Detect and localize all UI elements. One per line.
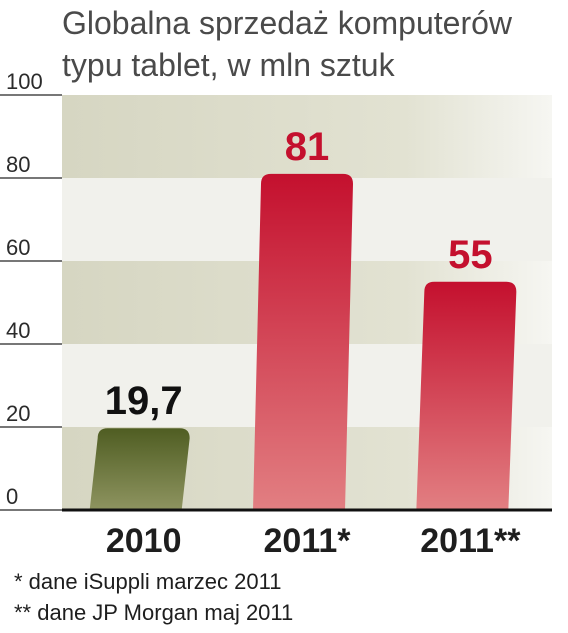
category-label-2: 2011** — [420, 522, 521, 560]
y-tick-label: 100 — [6, 69, 43, 94]
value-label-2: 55 — [448, 233, 493, 277]
grid-band — [62, 95, 552, 178]
y-tick-label: 0 — [6, 484, 18, 509]
category-labels: 2010 2011* 2011** — [106, 522, 521, 560]
value-label-0: 19,7 — [105, 379, 183, 423]
y-tick-label: 40 — [6, 318, 30, 343]
y-tick-label: 80 — [6, 152, 30, 177]
category-label-1: 2011* — [264, 522, 352, 560]
footnote-2: ** dane JP Morgan maj 2011 — [14, 600, 293, 625]
footnote-1: * dane iSuppli marzec 2011 — [14, 569, 281, 594]
chart-title-line-2: typu tablet, w mln sztuk — [62, 47, 396, 83]
value-labels: 19,7 81 55 — [105, 125, 493, 423]
y-tick-label: 20 — [6, 401, 30, 426]
y-tick-label: 60 — [6, 235, 30, 260]
chart-title-line-1: Globalna sprzedaż komputerów — [62, 5, 513, 41]
bar-1 — [253, 173, 353, 510]
bar-0 — [89, 428, 190, 510]
value-label-1: 81 — [285, 125, 330, 169]
category-label-0: 2010 — [106, 522, 182, 560]
bar-2 — [416, 281, 517, 510]
y-axis-ticks: 0 20 40 60 80 100 — [0, 69, 62, 511]
bars — [89, 173, 517, 510]
